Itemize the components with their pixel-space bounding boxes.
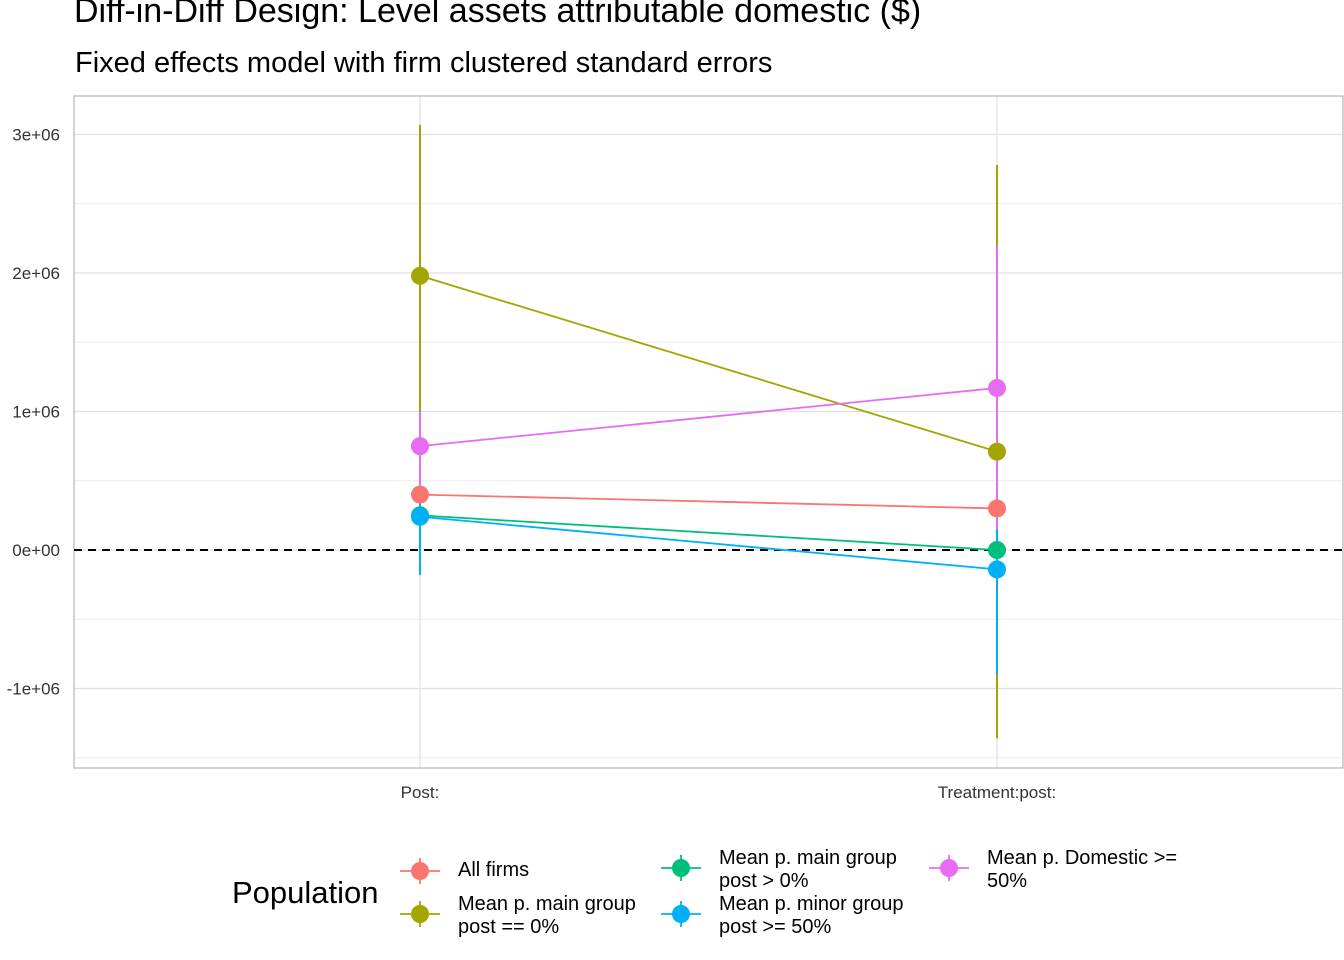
y-tick-label: 2e+06 xyxy=(12,264,60,283)
legend-key-point xyxy=(672,859,690,877)
legend-key-point xyxy=(411,905,429,923)
x-tick-label: Treatment:post: xyxy=(938,783,1056,802)
legend-label: Mean p. main group post > 0% xyxy=(719,847,949,893)
legend-label: All firms xyxy=(458,859,688,882)
legend-key-icon xyxy=(661,901,701,927)
legend-label-line1: Mean p. main group xyxy=(719,847,897,869)
legend-key-icon xyxy=(400,858,440,884)
data-point xyxy=(411,266,429,285)
legend-title: Population xyxy=(232,875,379,910)
y-tick-label: 0e+00 xyxy=(12,541,60,560)
legend-label-line2: post == 0% xyxy=(458,916,560,938)
legend-label: Mean p. Domestic >= 50% xyxy=(987,847,1217,893)
legend-key-icon xyxy=(929,855,969,881)
legend-key-point xyxy=(411,862,429,880)
data-point xyxy=(988,499,1006,518)
legend-label: Mean p. main group post == 0% xyxy=(458,893,688,939)
legend-label-line1: Mean p. minor group xyxy=(719,893,904,915)
data-point xyxy=(988,541,1006,559)
legend-key-point xyxy=(672,905,690,923)
series-line xyxy=(419,274,998,453)
y-tick-label: 1e+06 xyxy=(12,403,60,422)
data-point xyxy=(988,378,1006,397)
series-line xyxy=(419,493,998,510)
legend-label-line1: All firms xyxy=(458,859,530,881)
legend-key-icon xyxy=(400,901,440,927)
x-tick-label: Post: xyxy=(401,783,440,802)
legend-label-line2: post >= 50% xyxy=(719,916,832,938)
data-point xyxy=(411,437,429,456)
legend-label-line2: 50% xyxy=(987,870,1028,892)
legend-label-line1: Mean p. main group xyxy=(458,893,636,915)
y-tick-label: 3e+06 xyxy=(12,126,60,145)
data-point xyxy=(988,442,1006,461)
legend-label: Mean p. minor group post >= 50% xyxy=(719,893,949,939)
legend-key-icon xyxy=(661,855,701,881)
chart-subtitle: Fixed effects model with firm clustered … xyxy=(75,47,773,79)
series-line xyxy=(419,514,998,551)
chart-title: Diff-in-Diff Design: Level assets attrib… xyxy=(74,0,922,30)
legend-label-line1: Mean p. Domestic >= xyxy=(987,847,1178,869)
panel-border xyxy=(73,95,1344,769)
series-line xyxy=(419,515,998,571)
series-line xyxy=(419,387,998,448)
data-point xyxy=(411,507,429,526)
data-point xyxy=(988,560,1006,579)
data-point xyxy=(411,485,429,504)
legend-key-point xyxy=(940,859,958,877)
legend-label-line2: post > 0% xyxy=(719,870,809,892)
y-tick-label: -1e+06 xyxy=(7,680,60,699)
